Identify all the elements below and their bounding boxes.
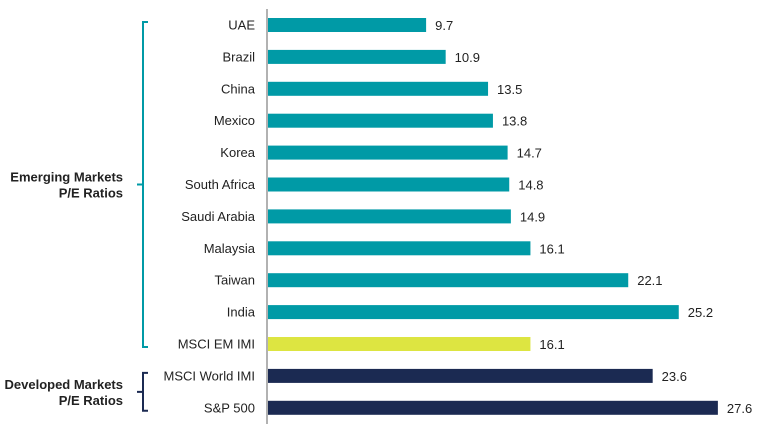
value-label: 27.6 (727, 401, 752, 416)
value-label: 14.9 (520, 209, 545, 224)
category-label: MSCI World IMI (164, 368, 256, 383)
category-label: UAE (228, 18, 255, 33)
bar (268, 241, 531, 256)
group-bracket (137, 371, 148, 412)
bar (268, 400, 718, 415)
value-label: 23.6 (662, 369, 687, 384)
bar (268, 18, 427, 32)
value-label: 13.8 (502, 114, 527, 129)
value-label: 10.9 (455, 50, 480, 65)
category-label: Malaysia (204, 241, 256, 256)
category-label: China (221, 81, 256, 96)
category-label: Brazil (222, 49, 255, 64)
group-label: Emerging Markets (10, 170, 123, 185)
category-label: MSCI EM IMI (178, 337, 255, 352)
group-label: P/E Ratios (59, 186, 123, 201)
value-label: 25.2 (688, 305, 713, 320)
category-label: S&P 500 (204, 400, 255, 415)
bar (268, 145, 508, 160)
bar (268, 273, 629, 288)
value-label: 9.7 (435, 18, 453, 33)
value-label: 22.1 (637, 273, 662, 288)
bar (268, 49, 446, 64)
value-label: 16.1 (539, 241, 564, 256)
category-label: Korea (220, 145, 255, 160)
bar (268, 81, 489, 96)
value-label: 14.7 (517, 146, 542, 161)
bar (268, 177, 510, 192)
group-label: P/E Ratios (59, 393, 123, 408)
value-label: 14.8 (518, 178, 543, 193)
value-label: 16.1 (539, 337, 564, 352)
value-label: 13.5 (497, 82, 522, 97)
bar (268, 337, 531, 351)
category-label: India (227, 305, 256, 320)
category-label: Mexico (214, 113, 255, 128)
group-bracket (137, 21, 148, 348)
category-label: Saudi Arabia (181, 209, 255, 224)
category-label: South Africa (185, 177, 256, 192)
bar (268, 368, 653, 383)
bar (268, 209, 511, 224)
group-label: Developed Markets (5, 377, 124, 392)
bar (268, 113, 493, 128)
category-label: Taiwan (215, 273, 255, 288)
bar (268, 305, 679, 320)
